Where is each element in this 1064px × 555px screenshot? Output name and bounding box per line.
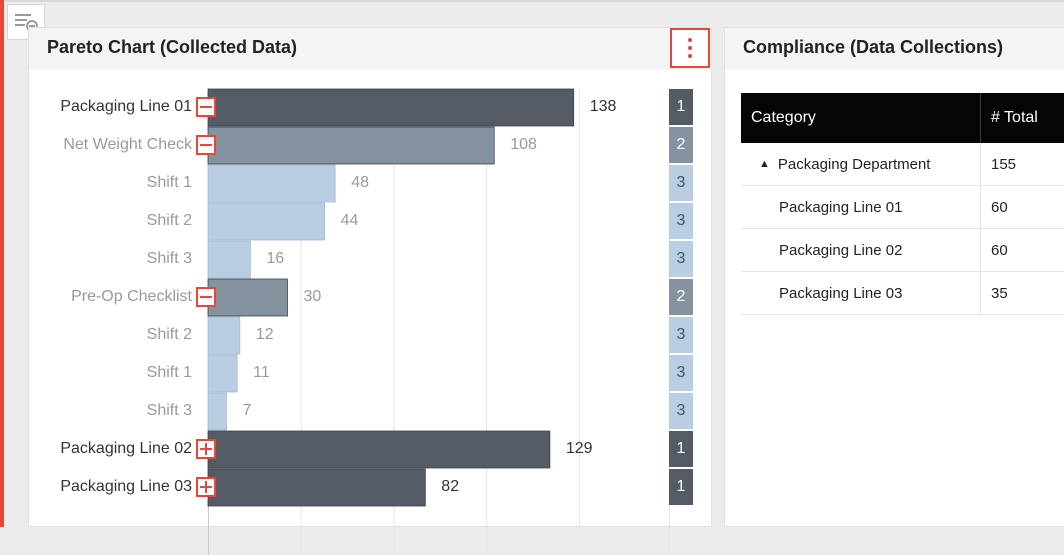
expand-icon[interactable] — [196, 477, 216, 497]
level-badge: 3 — [669, 165, 693, 201]
category-label: Shift 1 — [146, 364, 192, 381]
level-badge: 3 — [669, 241, 693, 277]
pareto-bar[interactable] — [207, 430, 551, 469]
pareto-bar[interactable] — [207, 278, 288, 317]
level-badge: 1 — [669, 89, 693, 125]
column-header-category[interactable]: Category — [741, 93, 981, 143]
total-cell: 155 — [991, 155, 1017, 173]
category-label: Pre-Op Checklist — [71, 288, 192, 305]
pareto-bar[interactable] — [207, 164, 336, 203]
category-cell: ▲ Packaging Department — [741, 143, 981, 185]
table-row[interactable]: Packaging Line 03 35 — [741, 272, 1064, 315]
bar-value-label: 12 — [255, 326, 274, 343]
left-accent-bar — [0, 0, 4, 527]
pareto-bar[interactable] — [207, 202, 325, 241]
bar-value-label: 108 — [510, 136, 537, 153]
table-body: ▲ Packaging Department 155 Packaging Line 0… — [741, 143, 1064, 315]
expand-arrow-icon[interactable]: ▲ — [759, 158, 770, 170]
pareto-bar[interactable] — [207, 468, 426, 507]
bar-value-label: 48 — [351, 174, 369, 191]
table-row[interactable]: ▲ Packaging Department 155 — [741, 143, 1064, 186]
collapse-icon[interactable] — [196, 135, 216, 155]
category-label: Shift 3 — [146, 250, 192, 267]
table-header: Category # Total — [741, 93, 1064, 143]
category-cell: Packaging Line 01 — [741, 186, 981, 228]
level-badge: 3 — [669, 203, 693, 239]
pareto-bar[interactable] — [207, 354, 238, 393]
bar-value-label: 11 — [253, 364, 270, 381]
bar-value-label: 129 — [565, 440, 593, 457]
table-row[interactable]: Packaging Line 01 60 — [741, 186, 1064, 229]
category-cell: Packaging Line 02 — [741, 229, 981, 271]
vertical-dots-icon[interactable] — [670, 28, 710, 68]
collapse-icon[interactable] — [196, 287, 216, 307]
pareto-bar[interactable] — [207, 126, 495, 165]
pareto-bar[interactable] — [207, 88, 575, 127]
expand-icon[interactable] — [196, 439, 216, 459]
bar-value-label: 138 — [589, 98, 617, 115]
compliance-title: Compliance (Data Collections) — [743, 37, 1004, 57]
pareto-chart-svg — [207, 88, 670, 555]
pareto-bar[interactable] — [207, 240, 251, 279]
level-badge: 2 — [669, 279, 693, 315]
total-cell: 60 — [991, 241, 1008, 259]
bar-value-label: 7 — [242, 402, 252, 419]
pareto-panel: Pareto Chart (Collected Data) 138 Packagi… — [28, 27, 712, 555]
level-badge: 2 — [669, 127, 693, 163]
list-collapse-icon[interactable] — [7, 4, 45, 40]
category-text: Packaging Line 01 — [779, 198, 903, 216]
compliance-panel-header: Compliance (Data Collections) — [725, 28, 1064, 70]
category-text: Packaging Line 03 — [779, 284, 903, 302]
bar-value-label: 30 — [303, 288, 322, 305]
compliance-panel: Compliance (Data Collections) Category #… — [724, 27, 1064, 527]
category-text: Packaging Department — [777, 155, 931, 173]
bar-value-label: 82 — [441, 478, 460, 495]
category-label: Net Weight Check — [63, 136, 192, 153]
level-badge: 1 — [669, 431, 693, 467]
pareto-title: Pareto Chart (Collected Data) — [47, 37, 298, 57]
category-label: Packaging Line 02 — [60, 440, 192, 457]
pareto-bar[interactable] — [207, 392, 227, 431]
level-badge: 3 — [669, 317, 693, 353]
pareto-panel-header: Pareto Chart (Collected Data) — [29, 28, 711, 70]
bar-value-label: 16 — [266, 250, 285, 267]
pareto-bar[interactable] — [207, 316, 241, 355]
category-label: Shift 2 — [146, 326, 192, 343]
column-header-total[interactable]: # Total — [991, 109, 1038, 126]
category-label: Shift 2 — [146, 212, 192, 229]
bar-value-label: 44 — [340, 212, 359, 229]
compliance-table: Category # Total ▲ Packaging Department 15… — [741, 93, 1064, 315]
level-badge: 3 — [669, 393, 693, 429]
total-cell: 35 — [991, 284, 1008, 302]
top-border — [0, 0, 1064, 2]
pareto-chart: 138 Packaging Line 01 1 108 Net Weight Check… — [29, 88, 711, 555]
level-badge: 1 — [669, 469, 693, 505]
total-cell: 60 — [991, 198, 1008, 216]
collapse-icon[interactable] — [196, 97, 216, 117]
category-label: Packaging Line 01 — [60, 98, 192, 115]
category-label: Shift 3 — [146, 402, 192, 419]
level-badge: 3 — [669, 355, 693, 391]
category-label: Packaging Line 03 — [60, 478, 192, 495]
category-label: Shift 1 — [146, 174, 192, 191]
category-text: Packaging Line 02 — [779, 241, 903, 259]
category-cell: Packaging Line 03 — [741, 272, 981, 314]
table-row[interactable]: Packaging Line 02 60 — [741, 229, 1064, 272]
